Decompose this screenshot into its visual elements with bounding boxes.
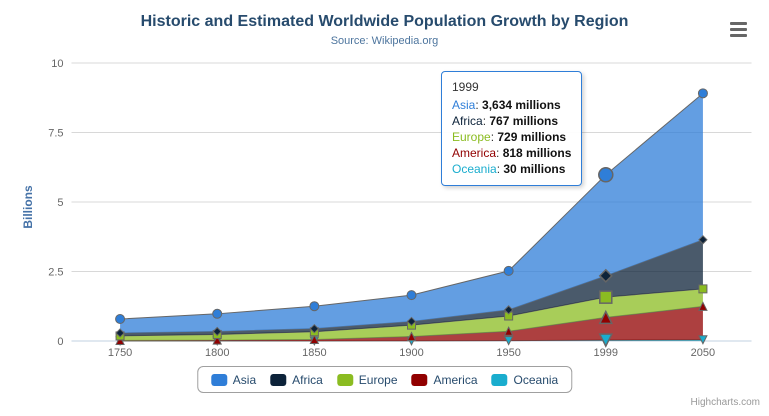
hamburger-menu-icon[interactable] xyxy=(728,17,756,45)
data-point-europe-1999[interactable] xyxy=(599,290,613,304)
y-axis-label: 0 xyxy=(57,336,63,348)
x-axis-label: 1950 xyxy=(496,347,520,359)
x-axis-label: 2050 xyxy=(691,347,715,359)
data-point-asia-2050[interactable] xyxy=(697,88,708,99)
hamburger-bar xyxy=(730,22,747,25)
area-series-africa[interactable] xyxy=(120,239,703,336)
legend-swatch xyxy=(411,373,428,386)
data-point-asia-1999[interactable] xyxy=(598,167,614,183)
data-point-europe-2050[interactable] xyxy=(698,284,708,294)
data-point-oceania-1950[interactable] xyxy=(503,336,514,346)
legend-swatch xyxy=(491,373,508,386)
data-point-america-1850[interactable] xyxy=(309,334,320,344)
data-point-america-1900[interactable] xyxy=(406,331,417,341)
legend-label: Africa xyxy=(292,372,323,387)
area-series-america[interactable] xyxy=(120,306,703,341)
x-axis-label: 1750 xyxy=(108,347,132,359)
data-point-america-1750[interactable] xyxy=(115,335,125,345)
data-point-africa-1950[interactable] xyxy=(503,305,514,315)
tooltip-row-asia: Asia: 3,634 millions xyxy=(452,98,561,112)
tooltip: 1999 Asia: 3,634 millions Africa: 767 mil… xyxy=(441,71,583,186)
data-point-asia-1900[interactable] xyxy=(406,290,417,301)
legend-label: Europe xyxy=(358,372,398,387)
legend-item-africa[interactable]: Africa xyxy=(270,373,323,387)
tooltip-series-value: 3,634 millions xyxy=(478,98,561,112)
tooltip-series-label: Europe xyxy=(452,130,491,144)
data-point-africa-1800[interactable] xyxy=(212,326,222,337)
x-axis-label: 1800 xyxy=(205,347,229,359)
data-point-america-2050[interactable] xyxy=(698,301,708,311)
hamburger-bar xyxy=(730,34,747,37)
data-point-america-1800[interactable] xyxy=(212,334,223,345)
data-point-africa-1900[interactable] xyxy=(406,316,417,327)
data-point-africa-1850[interactable] xyxy=(309,323,320,334)
tooltip-series-value: 767 millions xyxy=(486,114,559,128)
legend-item-asia[interactable]: Asia xyxy=(210,372,257,387)
data-point-america-1950[interactable] xyxy=(503,326,514,336)
legend: Asia Africa Europe America Oceania xyxy=(196,366,573,393)
y-axis-label: 10 xyxy=(51,58,63,70)
legend-label: Oceania xyxy=(513,372,559,387)
tooltip-header: 1999 xyxy=(452,80,479,94)
tooltip-series-label: Africa xyxy=(452,114,483,128)
tooltip-row-europe: Europe: 729 millions xyxy=(452,130,567,144)
data-point-asia-1950[interactable] xyxy=(503,265,514,276)
x-axis-label: 1850 xyxy=(302,347,326,359)
data-point-asia-1800[interactable] xyxy=(212,308,223,319)
tooltip-series-value: 729 millions xyxy=(494,130,567,144)
tooltip-series-label: America xyxy=(452,146,497,160)
tooltip-row-africa: Africa: 767 millions xyxy=(452,114,559,128)
legend-swatch xyxy=(336,373,353,386)
legend-item-oceania[interactable]: Oceania xyxy=(491,372,559,387)
credits-link[interactable]: Highcharts.com xyxy=(690,397,760,408)
y-axis-title: Billions xyxy=(21,185,35,229)
data-point-africa-2050[interactable] xyxy=(698,235,708,245)
tooltip-series-label: Asia xyxy=(452,98,476,112)
legend-item-america[interactable]: America xyxy=(411,372,478,387)
chart-title: Historic and Estimated Worldwide Populat… xyxy=(140,13,629,30)
legend-label: America xyxy=(433,372,478,387)
data-point-africa-1999[interactable] xyxy=(598,268,613,283)
tooltip-series-value: 30 millions xyxy=(500,162,566,176)
data-point-asia-1750[interactable] xyxy=(115,314,126,325)
tooltip-row-america: America: 818 millions xyxy=(452,146,572,160)
data-point-asia-1850[interactable] xyxy=(309,301,320,312)
legend-label: Asia xyxy=(232,372,257,387)
y-axis-label: 2.5 xyxy=(48,267,63,279)
tooltip-row-oceania: Oceania: 30 millions xyxy=(452,162,566,176)
legend-swatch xyxy=(270,373,287,386)
legend-swatch xyxy=(210,373,227,386)
data-point-oceania-1999[interactable] xyxy=(598,333,613,348)
x-axis-label: 1900 xyxy=(399,347,423,359)
legend-item-europe[interactable]: Europe xyxy=(336,372,398,387)
data-point-africa-1750[interactable] xyxy=(115,328,125,338)
hamburger-bar xyxy=(730,28,747,31)
chart-subtitle: Source: Wikipedia.org xyxy=(330,35,439,47)
x-axis-label: 1999 xyxy=(594,347,618,359)
y-axis-label: 7.5 xyxy=(48,128,63,140)
area-series-asia[interactable] xyxy=(120,93,703,333)
tooltip-series-label: Oceania xyxy=(452,162,497,176)
data-point-america-1999[interactable] xyxy=(598,309,613,325)
tooltip-series-value: 818 millions xyxy=(499,146,572,160)
y-axis-label: 5 xyxy=(57,197,63,209)
data-point-oceania-2050[interactable] xyxy=(698,335,708,345)
